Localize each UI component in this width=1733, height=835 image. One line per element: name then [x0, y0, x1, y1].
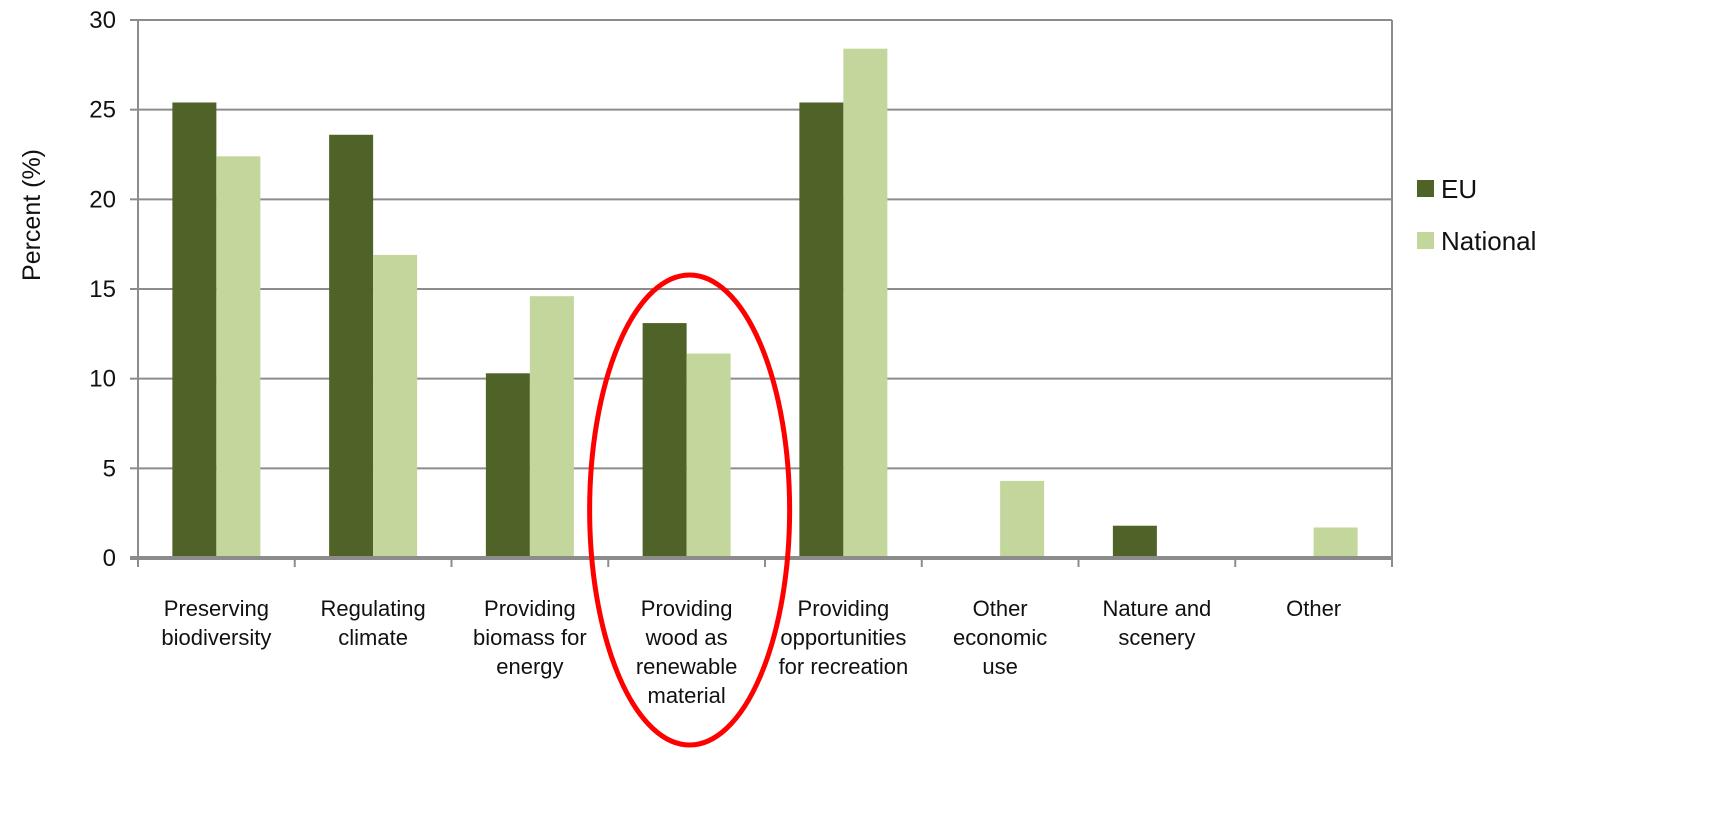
bar-national-0: [216, 156, 261, 558]
y-tick-label: 5: [103, 455, 116, 482]
y-tick-labels: 0 5 10 15 20 25 30: [89, 7, 116, 572]
bar-eu-3: [642, 323, 687, 558]
gridlines: [138, 19, 1392, 470]
bar-eu-0: [172, 102, 217, 558]
annotation: [587, 272, 793, 748]
bar-national-2: [529, 296, 574, 558]
x-tick-label: Preserving biodiversity: [161, 596, 271, 650]
x-tick-label: Regulating climate: [321, 596, 426, 650]
legend: EU National: [1417, 174, 1536, 256]
bar-national-1: [373, 254, 418, 558]
legend-label-national: National: [1441, 226, 1536, 256]
x-tick-label: Providing opportunities for recreation: [779, 596, 909, 679]
bar-national-7: [1313, 527, 1358, 558]
y-tick-label: 0: [103, 545, 116, 572]
legend-label-eu: EU: [1441, 174, 1477, 204]
bars: [172, 48, 1358, 559]
bar-eu-6: [1112, 525, 1157, 558]
highlight-ellipse: [587, 272, 793, 748]
x-tick-label: Other economic use: [953, 596, 1047, 679]
y-tick-label: 15: [89, 276, 116, 303]
axes: [130, 19, 1393, 567]
bar-eu-4: [799, 102, 844, 558]
bar-national-3: [686, 353, 731, 558]
x-tick-label: Other: [1286, 596, 1341, 621]
bar-national-4: [843, 48, 888, 559]
bar-national-5: [1000, 480, 1045, 558]
legend-swatch-eu: [1417, 180, 1434, 197]
y-tick-label: 30: [89, 7, 116, 34]
x-tick-label: Providing wood as renewable material: [636, 596, 738, 708]
y-tick-label: 10: [89, 366, 116, 393]
y-axis-title: Percent (%): [18, 149, 46, 281]
bar-eu-2: [485, 373, 530, 558]
x-tick-label: Providing biomass for energy: [473, 596, 587, 679]
x-tick-labels: Preserving biodiversity Regulating climate P…: [161, 596, 1341, 708]
bar-eu-1: [329, 134, 374, 559]
y-tick-label: 25: [89, 97, 116, 124]
x-tick-label: Nature and scenery: [1102, 596, 1211, 650]
legend-swatch-national: [1417, 232, 1434, 249]
y-tick-label: 20: [89, 186, 116, 213]
